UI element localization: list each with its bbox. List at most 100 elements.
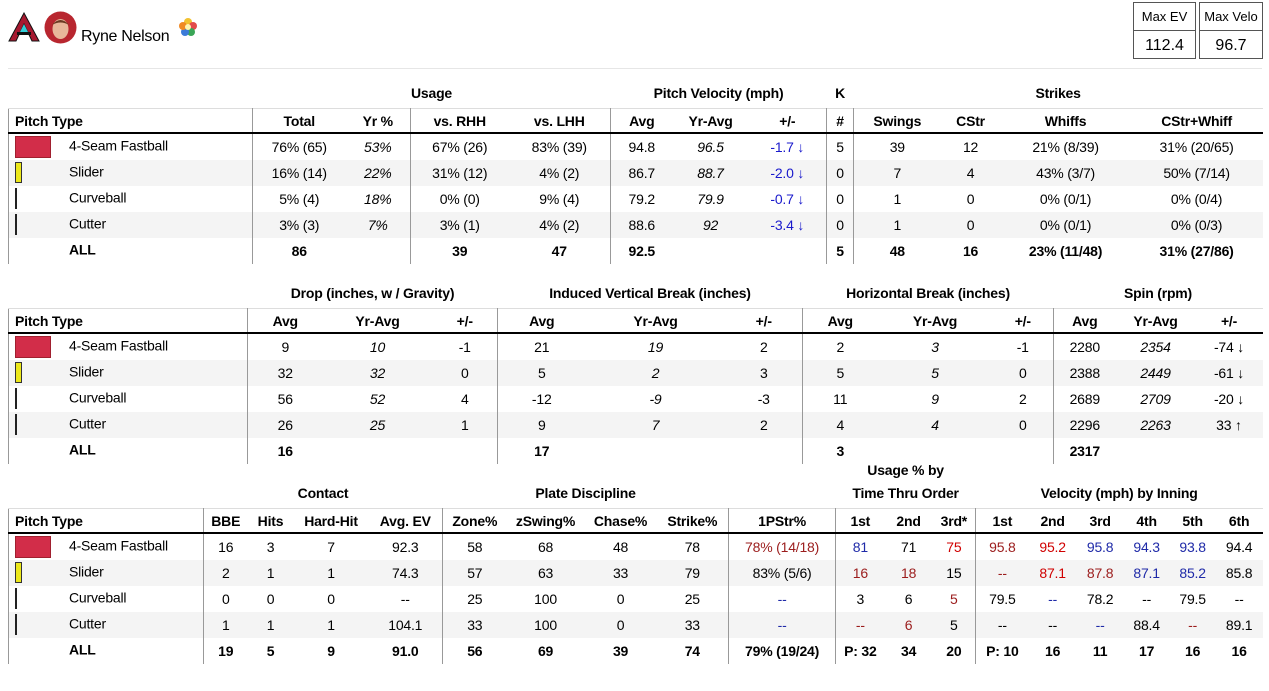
stat-cell: 5 — [826, 133, 855, 160]
pitch-row: 4-Seam Fastball 9 10 -1 21 19 2 2 3 -1 2280 2354 -74… — [8, 333, 1263, 360]
total-label: ALL — [69, 641, 96, 658]
stat-cell: 0 — [584, 612, 657, 638]
stat-cell: 2354 — [1140, 339, 1171, 355]
stat-cell: 6 — [884, 612, 933, 638]
pitch-name: Curveball — [69, 189, 127, 206]
stat-cell: -9 — [649, 391, 662, 407]
stat-cell: 87.8 — [1076, 560, 1124, 586]
stat-cell: 9 — [281, 339, 290, 355]
pitch-cell: Curveball — [8, 386, 248, 412]
stat-cell: -- — [368, 586, 444, 612]
stat-cell: 6 — [904, 591, 913, 607]
stat-cell: -- — [835, 612, 885, 638]
pitch-cell: 4-Seam Fastball — [8, 333, 248, 360]
stat-cell: 10 — [369, 339, 386, 355]
stat-cell: 2 — [585, 360, 726, 386]
stat-cell: P: 32 — [844, 643, 877, 659]
group-header: Pitch Velocity (mph) — [653, 85, 784, 101]
pitch-swatch — [15, 562, 22, 583]
contact-table: Contact Plate Discipline Usage % by Time T… — [8, 459, 1263, 664]
team-logo — [8, 12, 40, 42]
pitch-swatch — [15, 614, 17, 635]
stat-cell: 95.8 — [989, 539, 1016, 555]
stat-cell: 7 — [585, 412, 726, 438]
stat-cell: 57 — [442, 560, 507, 586]
stat-cell: 31% (20/65) — [1159, 139, 1234, 155]
table-body: 4-Seam Fastball 9 10 -1 21 19 2 2 3 -1 2280 2354 -74… — [8, 333, 1263, 464]
column-header: Yr-Avg — [672, 108, 749, 134]
stat-cell: 4 — [802, 412, 878, 438]
swatch-box — [15, 588, 69, 610]
stat-cell: 71 — [900, 539, 917, 555]
table-body: 4-Seam Fastball 16 3 7 92.3 58 68 48 78 78% (14/1… — [8, 533, 1263, 664]
stat-cell: -1 — [992, 333, 1055, 360]
pitch-cell: Cutter — [8, 612, 204, 638]
stat-cell — [748, 238, 828, 264]
stat-cell: 20 — [932, 638, 977, 664]
pitch-row: Cutter 3% (3) 7% 3% (1) 4% (2) 88.6 92 -3.4 ↓ 0 1… — [8, 212, 1263, 238]
stat-cell: -- — [1076, 612, 1124, 638]
pitch-cell: 4-Seam Fastball — [8, 533, 204, 560]
pitch-name: 4-Seam Fastball — [69, 137, 168, 154]
column-header: vs. LHH — [508, 108, 612, 134]
stat-cell: 33 — [656, 612, 730, 638]
stat-cell: 22% — [345, 160, 411, 186]
stat-cell: 23% (11/48) — [1028, 243, 1103, 259]
stat-cell: 5 — [497, 360, 586, 386]
stat-cell: 3 — [931, 339, 939, 355]
stat-cell: 52 — [369, 391, 386, 407]
column-header: Yr-Avg — [585, 308, 726, 334]
stat-cell: 92 — [672, 212, 749, 238]
stat-cell: 9 — [327, 643, 335, 659]
header-row: Pitch Type Avg Yr-Avg +/- Avg Yr-Avg +/- Avg Yr-… — [8, 308, 1263, 334]
stat-cell: 4 — [432, 386, 498, 412]
stat-cell: 69 — [537, 643, 554, 659]
stat-cell: 58 — [467, 539, 483, 555]
column-header: Pitch Type — [8, 308, 248, 334]
stat-cell: 87.1 — [1028, 560, 1077, 586]
header-row: Pitch Type Total Yr % vs. RHH vs. LHH Avg Yr-A… — [8, 108, 1263, 134]
max-velo-box: Max Velo 96.7 — [1199, 2, 1263, 59]
pitch-row: 4-Seam Fastball 16 3 7 92.3 58 68 48 78 78% (14/1… — [8, 533, 1263, 560]
stat-value: 112.4 — [1145, 37, 1184, 54]
stat-cell: 56 — [277, 391, 293, 407]
column-header: # — [826, 108, 855, 134]
stat-cell: 0 — [327, 591, 335, 607]
stat-cell: 0 — [992, 412, 1055, 438]
column-header: Pitch Type — [8, 108, 253, 134]
swatch-box — [15, 214, 69, 236]
stat-cell: 15 — [932, 560, 977, 586]
pitch-row: Cutter 26 25 1 9 7 2 4 4 0 2296 2263 33 ↑ — [8, 412, 1263, 438]
stat-cell: 9% (4) — [508, 186, 612, 212]
stat-cell: 0 — [826, 160, 855, 186]
stat-cell: 88.6 — [610, 212, 673, 238]
stat-cell: 5 — [266, 643, 275, 659]
stat-cell: 19 — [218, 643, 234, 659]
pitch-swatch — [15, 588, 17, 609]
column-header: Hits — [247, 508, 294, 534]
pitch-cell: ALL — [8, 638, 204, 664]
stat-cell: -- — [1142, 591, 1152, 607]
group-row: Contact Plate Discipline Usage % by Time T… — [9, 459, 1263, 509]
stat-cell: 16 — [835, 560, 885, 586]
stat-cell: 79.5 — [1179, 591, 1206, 607]
data-table: Usage Pitch Velocity (mph) K Strikes Pitch T… — [8, 82, 1263, 264]
column-header: 3rd — [1076, 508, 1124, 534]
stat-label: Max EV — [1134, 3, 1195, 31]
stat-cell — [673, 238, 749, 264]
stat-cell: 85.8 — [1215, 560, 1263, 586]
stat-cell: 4 — [940, 160, 1001, 186]
stat-cell: 4% (2) — [508, 212, 612, 238]
stat-cell: 76% (65) — [271, 139, 327, 155]
stat-cell: 0 — [266, 591, 275, 607]
stat-cell: 7% — [345, 212, 411, 238]
stat-cell: 16 — [277, 443, 293, 459]
swatch-box — [15, 614, 69, 636]
stat-cell: 94.3 — [1133, 539, 1160, 555]
column-header: +/- — [992, 308, 1055, 334]
stat-cell: 16 — [1231, 643, 1247, 659]
stat-cell: -- — [1169, 612, 1216, 638]
stat-cell: 2 — [725, 412, 803, 438]
total-label: ALL — [69, 241, 96, 258]
